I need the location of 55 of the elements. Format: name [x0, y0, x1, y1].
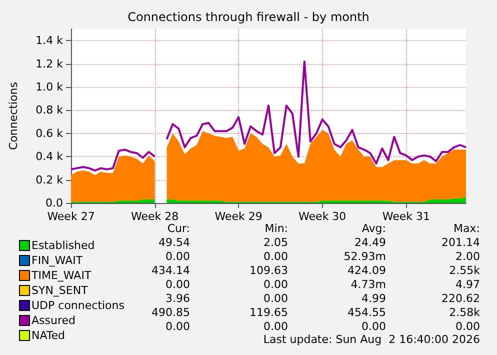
text: 2.55k: [449, 264, 481, 277]
y-tick-label: 0.2 k: [36, 173, 64, 186]
text: 490.85: [152, 306, 190, 319]
x-tick-label: Week 28: [130, 210, 179, 223]
text: 0.00: [264, 250, 288, 263]
y-tick-label: 0.0: [46, 196, 63, 210]
text: 109.63: [250, 264, 288, 277]
legend-label: SYN_SENT: [32, 284, 88, 297]
y-tick-label: 0.8 k: [36, 104, 64, 117]
legend-label: NATed: [32, 329, 65, 342]
text: 2.05: [264, 236, 288, 249]
y-tick-label: 0.4 k: [36, 150, 64, 164]
text: 0.00: [456, 320, 480, 333]
y-tick-label: 1.4 k: [36, 34, 64, 48]
x-tick-label: Week 31: [382, 210, 430, 223]
text: 454.55: [348, 306, 386, 319]
legend-label: FIN_WAIT: [32, 254, 83, 267]
legend-label: UDP connections: [32, 299, 125, 312]
text: 2.00: [456, 250, 480, 263]
legend-label: Assured: [32, 314, 76, 327]
y-axis-title: Connections: [7, 82, 20, 150]
text: 119.65: [250, 306, 288, 319]
text: 4.97: [456, 278, 480, 291]
x-tick-label: Week 29: [214, 210, 262, 223]
text: 24.49: [354, 236, 386, 249]
x-tick-label: Week 27: [47, 210, 95, 223]
text: Avg:: [362, 222, 386, 235]
text: 201.14: [442, 236, 480, 249]
text: 0.00: [264, 320, 288, 333]
text: Min:: [264, 222, 288, 235]
chart-title: Connections through firewall - by month: [128, 10, 370, 24]
y-tick-label: 0.6 k: [36, 126, 64, 140]
text: 0.00: [166, 278, 190, 291]
text: 52.93m: [344, 250, 386, 263]
text: 0.00: [166, 320, 190, 333]
text: 220.62: [442, 292, 480, 305]
text: 434.14: [152, 264, 190, 277]
legend-label: TIME_WAIT: [30, 269, 92, 282]
text: Cur:: [167, 222, 190, 235]
text: 0.00: [362, 320, 386, 333]
x-tick-label: Week 30: [298, 210, 346, 223]
text: 4.73m: [350, 278, 386, 291]
text: 0.00: [264, 278, 288, 291]
text: 424.09: [348, 264, 386, 277]
text: 3.96: [166, 292, 190, 305]
y-tick-label: 1.0 k: [36, 80, 64, 94]
text: 4.99: [362, 292, 386, 305]
text: 0.00: [166, 250, 190, 263]
legend-label: Established: [32, 239, 95, 252]
text: 0.00: [264, 292, 288, 305]
text: Max:: [454, 222, 480, 235]
text: 49.54: [158, 236, 190, 249]
text: 2.58k: [449, 306, 481, 319]
text: Last update: Sun Aug 2 16:40:00 2026: [263, 333, 480, 346]
y-tick-label: 1.2 k: [36, 57, 64, 70]
